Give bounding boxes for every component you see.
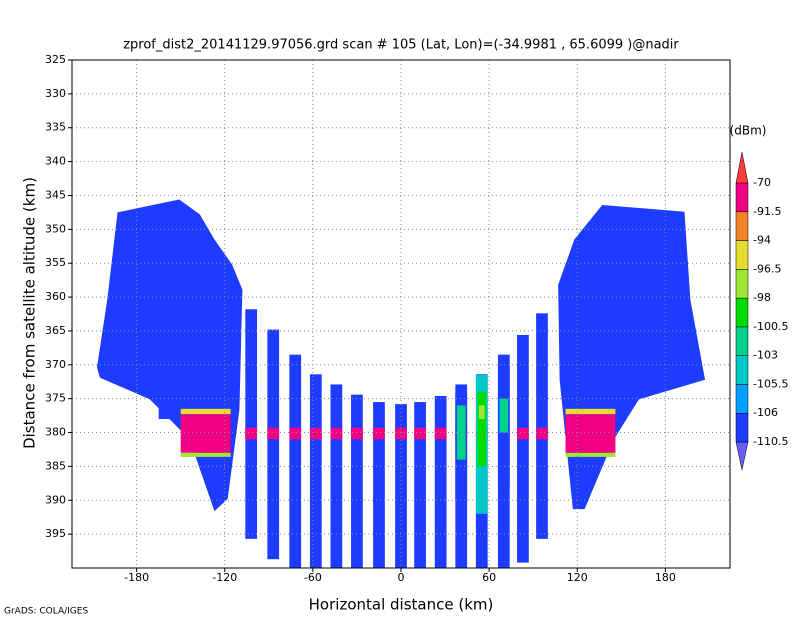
y-tick-label: 330: [45, 87, 66, 100]
field-region: [96, 199, 243, 512]
colorbar-box: [735, 326, 749, 356]
surface-echo: [395, 427, 407, 440]
surface-echo: [434, 427, 447, 440]
colorbar-box: [735, 297, 749, 328]
colorbar-box: [735, 412, 749, 443]
surface-echo: [414, 427, 426, 440]
echo-patch: [565, 452, 616, 457]
x-tick-label: 60: [482, 571, 496, 584]
y-tick-label: 380: [45, 426, 66, 439]
y-tick-label: 390: [45, 493, 66, 506]
x-tick-label: 0: [398, 571, 405, 584]
echo-patch: [477, 391, 487, 467]
colorbar-label: -96.5: [753, 262, 781, 275]
echo-patch: [478, 405, 485, 419]
colorbar-label: -103: [753, 349, 778, 362]
surface-echo: [267, 427, 280, 440]
x-tick-label: -60: [304, 571, 322, 584]
field-region: [558, 204, 706, 510]
y-tick-label: 325: [45, 53, 66, 66]
beam: [395, 404, 407, 568]
y-tick-label: 370: [45, 358, 66, 371]
surface-echo: [309, 427, 322, 440]
colorbar-label: -91.5: [753, 205, 781, 218]
plot-frame: [71, 59, 731, 569]
colorbar-arrow-low: [735, 441, 749, 471]
surface-echo: [351, 427, 363, 440]
echo-patch: [565, 408, 616, 415]
x-tick-label: 180: [655, 571, 676, 584]
colorbar-label: -100.5: [753, 320, 788, 333]
beam: [289, 354, 302, 568]
echo-patch: [180, 452, 231, 457]
colorbar-box: [735, 211, 749, 241]
y-axis-label: Distance from satellite altitude (km): [21, 177, 39, 449]
colorbar-box: [735, 182, 749, 213]
y-tick-label: 375: [45, 392, 66, 405]
surface-echo: [330, 427, 343, 440]
beam: [330, 384, 343, 568]
surface-echo: [517, 427, 529, 440]
beam: [414, 402, 426, 568]
surface-echo: [289, 427, 302, 440]
colorbar-box: [735, 269, 749, 299]
x-axis-label: Horizontal distance (km): [309, 596, 494, 614]
y-tick-label: 365: [45, 324, 66, 337]
echo-patch: [499, 398, 509, 433]
echo-patch: [180, 414, 231, 453]
footer: GrADS: COLA/IGES: [4, 607, 88, 617]
beam: [267, 329, 280, 560]
x-tick-label: -180: [124, 571, 149, 584]
echo-patch: [565, 414, 616, 453]
colorbar-box: [735, 355, 749, 385]
y-tick-label: 385: [45, 459, 66, 472]
surface-echo: [245, 427, 258, 440]
colorbar-label: -105.5: [753, 377, 788, 390]
echo-patch: [180, 408, 231, 415]
colorbar-label: -106: [753, 406, 778, 419]
echo-patch: [158, 378, 184, 419]
beam: [309, 374, 322, 568]
beam: [351, 394, 363, 568]
colorbar-label: -98: [753, 291, 771, 304]
y-tick-label: 395: [45, 527, 66, 540]
chart-title: zprof_dist2_20141129.97056.grd scan # 10…: [123, 38, 679, 53]
beam: [434, 395, 447, 568]
colorbar-box: [735, 240, 749, 270]
colorbar-label: -94: [753, 234, 771, 247]
beam: [536, 313, 548, 539]
colorbar-arrow-high: [735, 151, 749, 184]
y-tick-label: 360: [45, 290, 66, 303]
y-tick-label: 335: [45, 121, 66, 134]
beam: [245, 309, 258, 539]
x-tick-label: -120: [212, 571, 237, 584]
surface-echo: [536, 427, 548, 440]
colorbar-unit: (dBm): [730, 124, 767, 138]
y-tick-label: 350: [45, 222, 66, 235]
colorbar-box: [735, 384, 749, 414]
beam: [517, 334, 529, 563]
y-tick-label: 355: [45, 256, 66, 269]
y-tick-label: 340: [45, 155, 66, 168]
y-tick-label: 345: [45, 188, 66, 201]
beam: [373, 402, 385, 568]
surface-echo: [373, 427, 385, 440]
x-tick-label: 120: [567, 571, 588, 584]
echo-patch: [456, 405, 466, 460]
colorbar-label: -110.5: [753, 435, 788, 448]
colorbar-label: -70: [753, 176, 771, 189]
